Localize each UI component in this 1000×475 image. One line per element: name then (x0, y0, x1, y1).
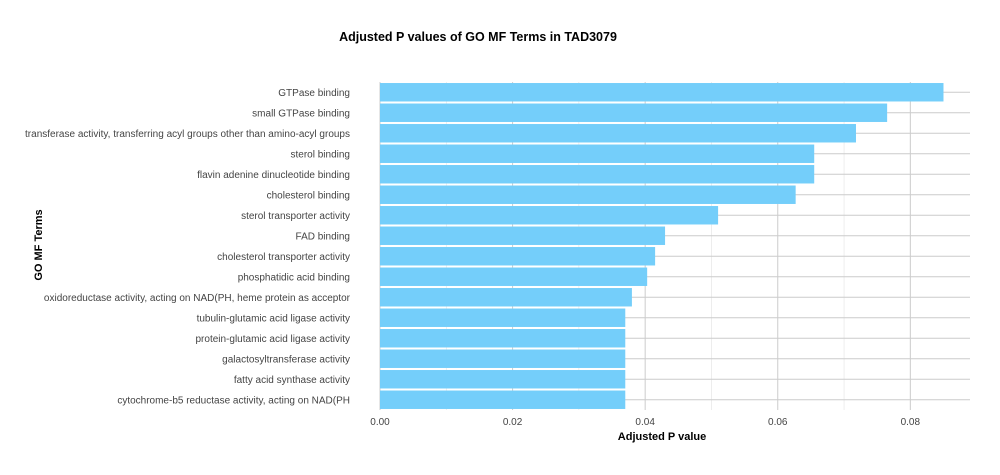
x-tick-label: 0.08 (901, 417, 921, 428)
y-axis-title: GO MF Terms (33, 209, 45, 280)
category-label: fatty acid synthase activity (234, 375, 350, 386)
category-label: phosphatidic acid binding (238, 272, 350, 283)
bar (380, 308, 626, 327)
bar (380, 165, 815, 184)
category-label: cholesterol transporter activity (217, 252, 350, 263)
bar (380, 124, 856, 143)
category-label: cytochrome-b5 reductase activity, acting… (117, 395, 350, 406)
category-label: protein-glutamic acid ligase activity (195, 334, 350, 345)
category-label: small GTPase binding (252, 108, 350, 119)
bar (380, 349, 626, 368)
category-label: transferase activity, transferring acyl … (25, 129, 350, 140)
bar (380, 288, 632, 307)
chart-title: Adjusted P values of GO MF Terms in TAD3… (339, 30, 617, 44)
bar (380, 329, 626, 348)
category-label: tubulin-glutamic acid ligase activity (197, 313, 350, 324)
x-axis-title: Adjusted P value (618, 431, 706, 443)
category-label: galactosyltransferase activity (222, 354, 350, 365)
bar (380, 390, 626, 409)
bar (380, 267, 648, 286)
bar (380, 103, 888, 122)
category-labels: GTPase binding small GTPase binding transf… (25, 88, 351, 407)
x-tick-label: 0.06 (768, 417, 788, 428)
category-label: FAD binding (296, 231, 350, 242)
x-tick-label: 0.04 (635, 417, 655, 428)
bar (380, 83, 944, 102)
bar (380, 370, 626, 389)
bar (380, 247, 656, 266)
x-tick-label: 0.00 (370, 417, 390, 428)
bars (380, 83, 944, 409)
bar (380, 206, 719, 225)
category-label: sterol binding (291, 149, 350, 160)
category-label: oxidoreductase activity, acting on NAD(P… (44, 293, 351, 304)
bar (380, 144, 815, 163)
bar (380, 226, 666, 245)
x-tick-label: 0.02 (503, 417, 523, 428)
bar (380, 185, 796, 204)
category-label: sterol transporter activity (241, 211, 350, 222)
category-label: cholesterol binding (267, 190, 350, 201)
x-tick-labels: 0.00 0.02 0.04 0.06 0.08 (370, 417, 920, 428)
category-label: GTPase binding (278, 88, 350, 99)
category-label: flavin adenine dinucleotide binding (197, 170, 350, 181)
